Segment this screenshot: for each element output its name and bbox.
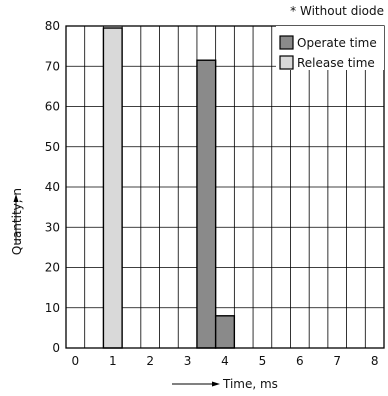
plot-frame (65, 25, 385, 349)
legend-swatch-1 (279, 55, 294, 70)
y-axis-arrow-head (13, 194, 19, 202)
bar-series-1-0 (102, 27, 123, 349)
bar-series-0-1 (214, 315, 236, 349)
x-tick-label: 1 (109, 354, 117, 368)
x-tick-label: 5 (259, 354, 267, 368)
x-tick-label: 3 (184, 354, 192, 368)
x-tick-label: 6 (296, 354, 304, 368)
note-without-diode: * Without diode (290, 4, 384, 18)
legend: Operate time Release time (276, 26, 384, 70)
x-axis-title-group: Time, ms (172, 377, 278, 391)
legend-swatch-0 (279, 35, 294, 50)
y-tick-label: 0 (52, 341, 60, 355)
y-tick-label: 50 (45, 140, 60, 154)
y-tick-label: 20 (45, 261, 60, 275)
x-tick-label: 0 (72, 354, 80, 368)
y-axis-ticks: 0 10 20 30 40 50 60 70 80 (45, 19, 60, 355)
y-tick-label: 40 (45, 180, 60, 194)
y-axis-title: Quantity, n (10, 188, 24, 255)
y-tick-label: 80 (45, 19, 60, 33)
y-tick-label: 30 (45, 220, 60, 234)
x-axis-ticks: 0 1 2 3 4 5 6 7 8 (72, 354, 379, 368)
x-tick-label: 8 (371, 354, 379, 368)
x-tick-label: 7 (333, 354, 341, 368)
legend-background (276, 26, 384, 70)
y-tick-label: 60 (45, 100, 60, 114)
x-axis-title: Time, ms (222, 377, 278, 391)
x-tick-label: 2 (146, 354, 154, 368)
y-tick-label: 10 (45, 301, 60, 315)
x-tick-label: 4 (221, 354, 229, 368)
bar-series-0-0 (196, 59, 217, 349)
legend-label-0: Operate time (297, 36, 377, 50)
bars (102, 27, 236, 349)
x-axis-arrow-head (212, 381, 220, 387)
y-axis-title-group: Quantity, n (10, 188, 24, 255)
legend-label-1: Release time (297, 56, 375, 70)
y-tick-label: 70 (45, 59, 60, 73)
